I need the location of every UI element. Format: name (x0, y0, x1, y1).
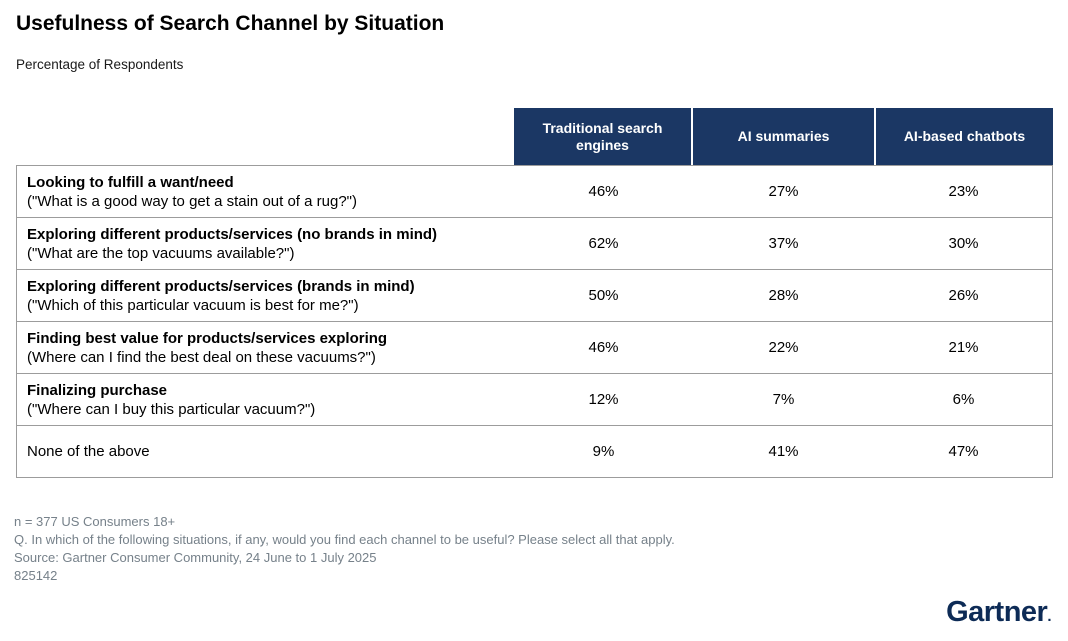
row-label-main: Finding best value for products/services… (27, 329, 388, 347)
row-label-main: None of the above (27, 443, 150, 460)
row-label: Looking to fulfill a want/need ("What is… (17, 167, 515, 217)
row-label: Finding best value for products/services… (17, 323, 515, 373)
column-header-ai-summaries: AI summaries (691, 108, 874, 165)
value-cell: 26% (948, 287, 979, 304)
value-cell: 50% (588, 287, 619, 304)
value-cell: 6% (952, 391, 975, 408)
column-header-traditional-search-engines: Traditional search engines (514, 108, 691, 165)
table-row-best-value: Finding best value for products/services… (17, 322, 1052, 374)
footnotes: n = 377 US Consumers 18+ Q. In which of … (14, 513, 675, 585)
footnote-question: Q. In which of the following situations,… (14, 532, 675, 547)
value-cell: 62% (588, 235, 619, 252)
row-label: Exploring different products/services (n… (17, 219, 515, 269)
value-cell: 27% (768, 183, 799, 200)
page-subtitle: Percentage of Respondents (16, 57, 184, 72)
footnote-document-id: 825142 (14, 568, 58, 583)
gartner-logo: Gartner. (946, 596, 1051, 629)
row-label-example: (Where can I find the best deal on these… (27, 348, 376, 366)
value-cell: 46% (588, 183, 619, 200)
value-cell: 30% (948, 235, 979, 252)
page-title: Usefulness of Search Channel by Situatio… (16, 12, 445, 35)
value-cell: 9% (592, 443, 615, 460)
value-cell: 21% (948, 339, 979, 356)
table-body: Looking to fulfill a want/need ("What is… (16, 165, 1053, 478)
row-label: Finalizing purchase ("Where can I buy th… (17, 375, 515, 425)
value-cell: 46% (588, 339, 619, 356)
table-row-finalizing-purchase: Finalizing purchase ("Where can I buy th… (17, 374, 1052, 426)
table-row-exploring-no-brands: Exploring different products/services (n… (17, 218, 1052, 270)
gartner-logo-text: Gartner (946, 596, 1048, 628)
footnote-sample-size: n = 377 US Consumers 18+ (14, 514, 176, 529)
row-label: Exploring different products/services (b… (17, 271, 515, 321)
row-label-main: Finalizing purchase (27, 381, 168, 399)
row-label-main: Looking to fulfill a want/need (27, 173, 234, 191)
column-header-ai-based-chatbots: AI-based chatbots (874, 108, 1053, 165)
value-cell: 22% (768, 339, 799, 356)
value-cell: 23% (948, 183, 979, 200)
row-label-example: ("What is a good way to get a stain out … (27, 192, 357, 210)
value-cell: 37% (768, 235, 799, 252)
value-cell: 28% (768, 287, 799, 304)
value-cell: 12% (588, 391, 619, 408)
value-cell: 41% (768, 443, 799, 460)
row-label-main: Exploring different products/services (b… (27, 277, 415, 295)
table-row-none-of-the-above: None of the above 9% 41% 47% (17, 426, 1052, 477)
value-cell: 47% (948, 443, 979, 460)
table-row-exploring-brands: Exploring different products/services (b… (17, 270, 1052, 322)
row-label: None of the above (17, 436, 515, 467)
row-label-example: ("Where can I buy this particular vacuum… (27, 400, 316, 418)
row-label-main: Exploring different products/services (n… (27, 225, 438, 243)
row-label-example: ("Which of this particular vacuum is bes… (27, 296, 359, 314)
table-header: Traditional search engines AI summaries … (514, 108, 1053, 165)
row-label-example: ("What are the top vacuums available?") (27, 244, 295, 262)
value-cell: 7% (772, 391, 795, 408)
footnote-source: Source: Gartner Consumer Community, 24 J… (14, 550, 377, 565)
table-row-want-need: Looking to fulfill a want/need ("What is… (17, 166, 1052, 218)
gartner-logo-registered-dot: . (1047, 608, 1051, 625)
